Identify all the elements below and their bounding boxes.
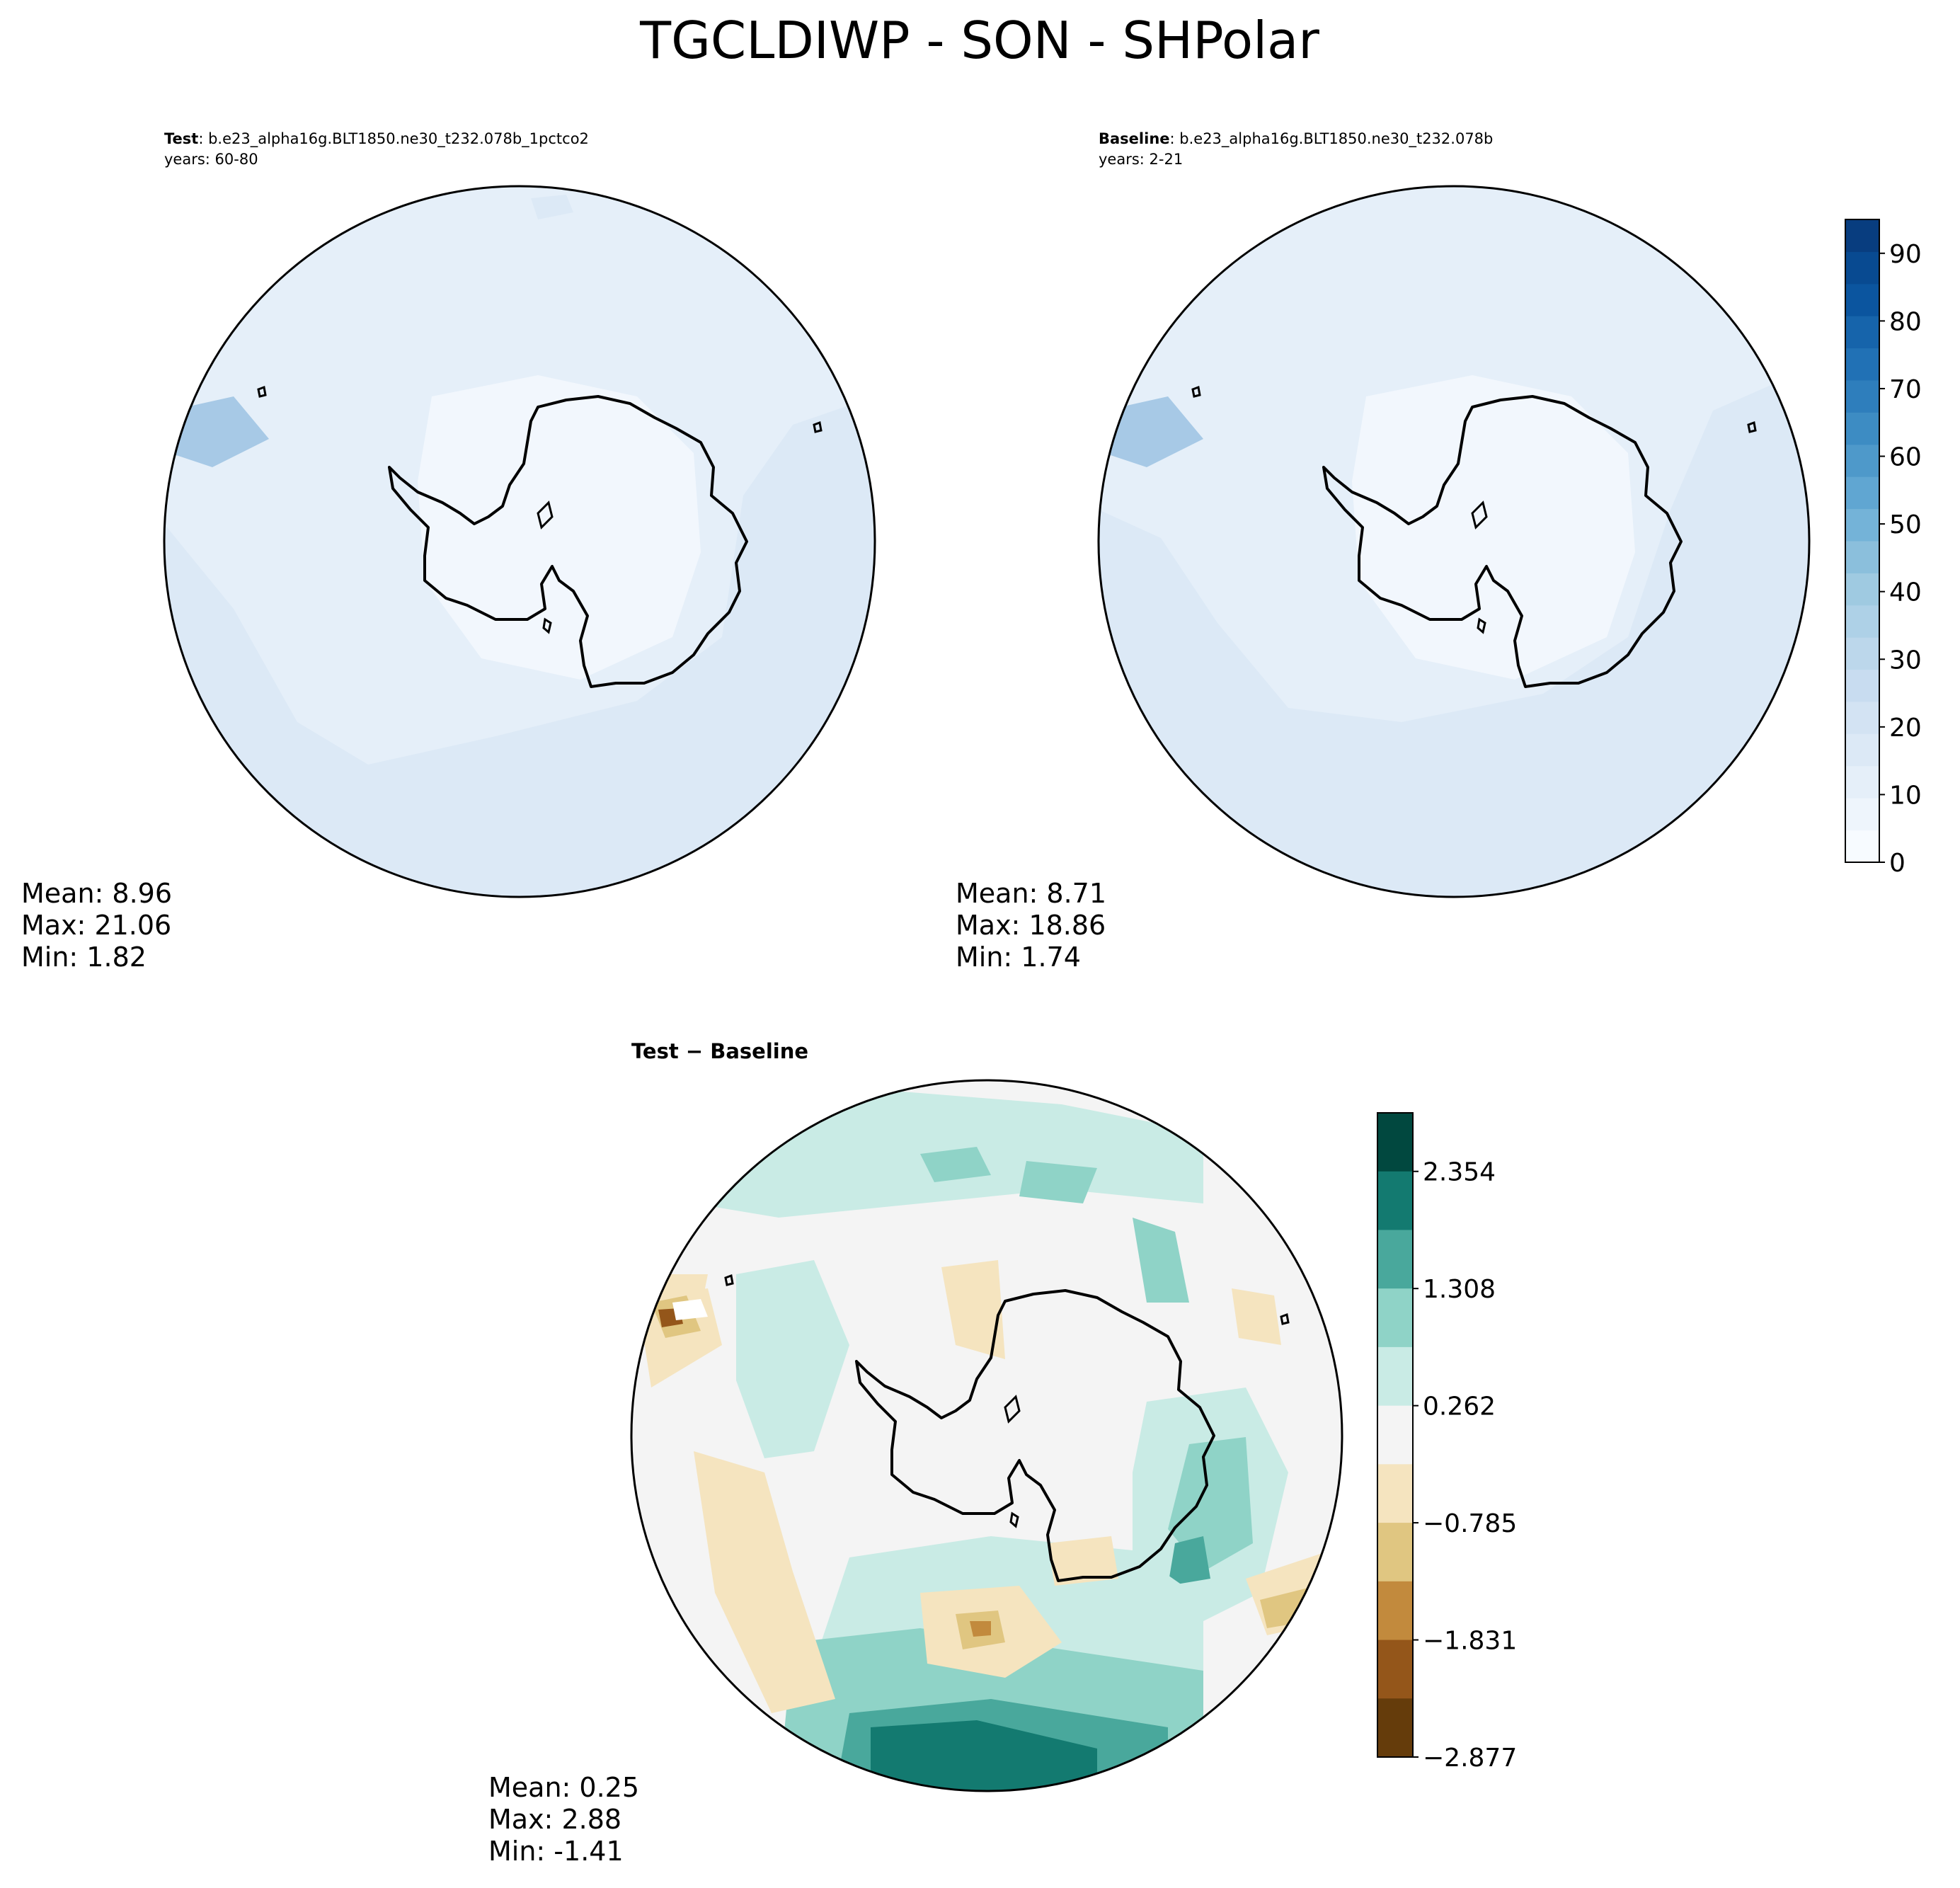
baseline-map-boundary <box>1097 185 1811 898</box>
colorbar-difference-tick-label: 1.308 <box>1423 1275 1496 1304</box>
figure-title: TGCLDIWP - SON - SHPolar <box>639 11 1319 70</box>
test-subtitle: Test: b.e23_alpha16g.BLT1850.ne30_t232.0… <box>164 130 589 148</box>
difference-max: Max: 2.88 <box>488 1804 621 1835</box>
difference-mean: Mean: 0.25 <box>488 1772 639 1803</box>
colorbar-difference-level <box>1377 1581 1413 1641</box>
difference-min: Min: -1.41 <box>488 1836 624 1867</box>
colorbar-main-level <box>1845 765 1879 799</box>
colorbar-main-tick-label: 10 <box>1889 781 1922 810</box>
colorbar-main-tick-label: 20 <box>1889 714 1922 743</box>
colorbar-main-tick-label: 70 <box>1889 375 1922 404</box>
colorbar-main: 0 10 20 30 40 50 60 70 80 90 <box>1845 219 1922 878</box>
test-map <box>164 186 875 897</box>
baseline-map <box>1099 186 1809 897</box>
colorbar-main-level <box>1845 605 1879 638</box>
colorbar-difference-level <box>1377 1171 1413 1230</box>
colorbar-difference-tick-label: 2.354 <box>1423 1158 1496 1187</box>
colorbar-main-tick-label: 60 <box>1889 443 1922 472</box>
difference-panel: Test − Baseline <box>488 1039 1343 1867</box>
test-mean: Mean: 8.96 <box>21 878 172 909</box>
colorbar-difference-tick-label: −2.877 <box>1423 1744 1517 1773</box>
colorbar-difference-level <box>1377 1523 1413 1582</box>
difference-map <box>631 1080 1342 1791</box>
test-years: years: 60-80 <box>164 151 258 168</box>
colorbar-difference-level <box>1377 1346 1413 1407</box>
difference-map-boundary <box>630 1079 1343 1792</box>
colorbar-main-tick-label: 40 <box>1889 578 1922 607</box>
colorbar-difference-tick-label: 0.262 <box>1423 1392 1496 1421</box>
baseline-label: Baseline <box>1099 130 1170 147</box>
colorbar-difference-level <box>1377 1230 1413 1289</box>
test-label: Test <box>164 130 198 147</box>
colorbar-difference-tick-label: −0.785 <box>1423 1509 1517 1538</box>
colorbar-main-level <box>1845 508 1879 542</box>
colorbar-main-level <box>1845 830 1879 863</box>
colorbar-main-level <box>1845 573 1879 606</box>
colorbar-difference-level <box>1377 1464 1413 1523</box>
colorbar-main-level <box>1845 283 1879 316</box>
colorbar-difference-frame <box>1377 1112 1414 1758</box>
colorbar-main-level <box>1845 251 1879 285</box>
baseline-case-name: : b.e23_alpha16g.BLT1850.ne30_t232.078b <box>1170 130 1494 148</box>
test-min: Min: 1.82 <box>21 942 147 973</box>
baseline-min: Min: 1.74 <box>956 942 1081 973</box>
colorbar-difference-tick-label: −1.831 <box>1423 1627 1517 1656</box>
colorbar-main-level <box>1845 348 1879 381</box>
colorbar-difference-level <box>1377 1405 1413 1465</box>
colorbar-difference-level <box>1377 1698 1413 1758</box>
colorbar-difference-level <box>1377 1640 1413 1699</box>
test-max: Max: 21.06 <box>21 910 171 941</box>
colorbar-main-level <box>1845 380 1879 413</box>
colorbar-main-level <box>1845 316 1879 349</box>
colorbar-difference-level <box>1377 1113 1413 1172</box>
baseline-years: years: 2-21 <box>1099 151 1183 168</box>
baseline-subtitle: Baseline: b.e23_alpha16g.BLT1850.ne30_t2… <box>1099 130 1493 148</box>
baseline-mean: Mean: 8.71 <box>956 878 1106 909</box>
colorbar-main-tick-label: 80 <box>1889 307 1922 336</box>
colorbar-main-level <box>1845 541 1879 573</box>
colorbar-main-tick-label: 90 <box>1889 240 1922 269</box>
colorbar-main-level <box>1845 219 1879 252</box>
colorbar-main-level <box>1845 637 1879 670</box>
colorbar-difference: 2.354 1.308 0.262 −0.785 −1.831 −2.877 <box>1377 1112 1517 1773</box>
baseline-max: Max: 18.86 <box>956 910 1106 941</box>
colorbar-main-level <box>1845 669 1879 702</box>
baseline-panel: Baseline: b.e23_alpha16g.BLT1850.ne30_t2… <box>956 130 1811 973</box>
colorbar-main-level <box>1845 412 1879 445</box>
colorbar-difference-level <box>1377 1288 1413 1348</box>
colorbar-main-level <box>1845 702 1879 734</box>
colorbar-main-level <box>1845 444 1879 477</box>
colorbar-main-level <box>1845 733 1879 767</box>
colorbar-main-level <box>1845 476 1879 510</box>
colorbar-main-tick-label: 30 <box>1889 646 1922 675</box>
colorbar-main-level <box>1845 798 1879 831</box>
difference-label: Test − Baseline <box>631 1039 808 1063</box>
test-panel: Test: b.e23_alpha16g.BLT1850.ne30_t232.0… <box>21 130 876 973</box>
colorbar-main-tick-label: 0 <box>1889 849 1905 878</box>
test-map-boundary <box>163 185 876 898</box>
colorbar-main-frame <box>1845 219 1880 863</box>
test-case-name: : b.e23_alpha16g.BLT1850.ne30_t232.078b_… <box>198 130 589 148</box>
colorbar-main-tick-label: 50 <box>1889 510 1922 539</box>
